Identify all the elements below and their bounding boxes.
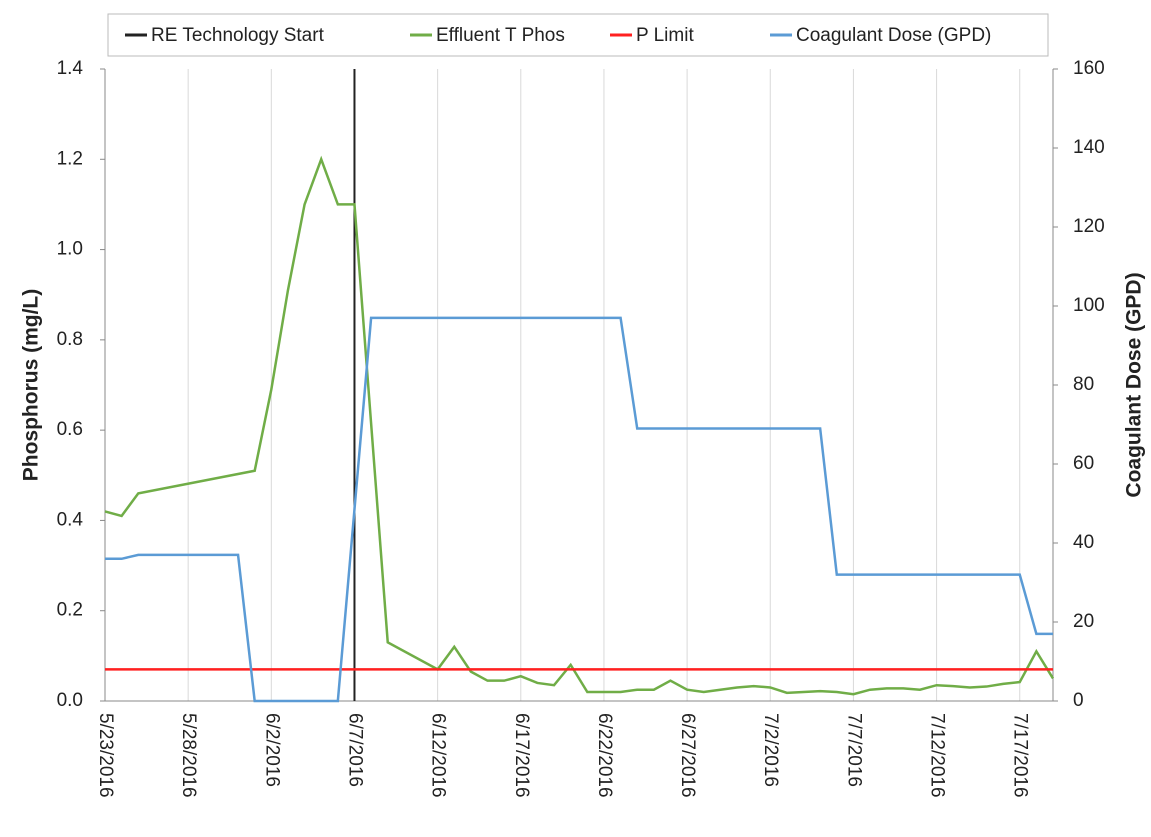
y2-tick-label: 60: [1073, 453, 1094, 474]
x-tick-label: 6/17/2016: [511, 713, 532, 798]
y2-tick-label: 20: [1073, 611, 1094, 632]
x-tick-label: 7/17/2016: [1010, 713, 1031, 798]
y-tick-label: 0.6: [57, 419, 83, 440]
y2-tick-label: 100: [1073, 295, 1105, 316]
x-tick-label: 6/22/2016: [594, 713, 615, 798]
x-tick-label: 6/7/2016: [344, 713, 365, 787]
y-tick-label: 1.0: [57, 239, 83, 260]
y-tick-label: 0.8: [57, 329, 83, 350]
legend-label: RE Technology Start: [151, 25, 325, 46]
legend-label: Effluent T Phos: [436, 25, 565, 46]
y-tick-label: 1.4: [57, 58, 84, 79]
y2-tick-label: 40: [1073, 532, 1094, 553]
y2-tick-label: 140: [1073, 137, 1105, 158]
legend-label: P Limit: [636, 25, 694, 46]
y-tick-label: 0.2: [57, 600, 83, 621]
x-tick-label: 6/12/2016: [428, 713, 449, 798]
x-tick-label: 7/7/2016: [843, 713, 864, 787]
legend-box: [107, 13, 1049, 57]
data-line: [104, 155, 1055, 696]
y-axis-label: Phosphorus (mg/L): [20, 289, 43, 482]
data-line: [105, 316, 1053, 703]
legend-label: Coagulant Dose (GPD): [796, 25, 991, 46]
x-tick-label: 6/2/2016: [261, 713, 282, 787]
y-tick-label: 1.2: [57, 148, 83, 169]
x-tick-label: 5/28/2016: [178, 713, 199, 798]
x-tick-label: 7/2/2016: [760, 713, 781, 787]
y2-tick-label: 0: [1073, 690, 1084, 711]
y-tick-label: 0.4: [57, 509, 84, 530]
y-tick-label: 0.0: [57, 690, 83, 711]
y2-tick-label: 160: [1073, 58, 1105, 79]
y2-axis-label: Coagulant Dose (GPD): [1123, 272, 1146, 497]
x-tick-label: 6/27/2016: [677, 713, 698, 798]
y2-tick-label: 120: [1073, 216, 1105, 237]
x-tick-label: 7/12/2016: [927, 713, 948, 798]
x-tick-label: 5/23/2016: [95, 713, 116, 798]
y2-tick-label: 80: [1073, 374, 1094, 395]
